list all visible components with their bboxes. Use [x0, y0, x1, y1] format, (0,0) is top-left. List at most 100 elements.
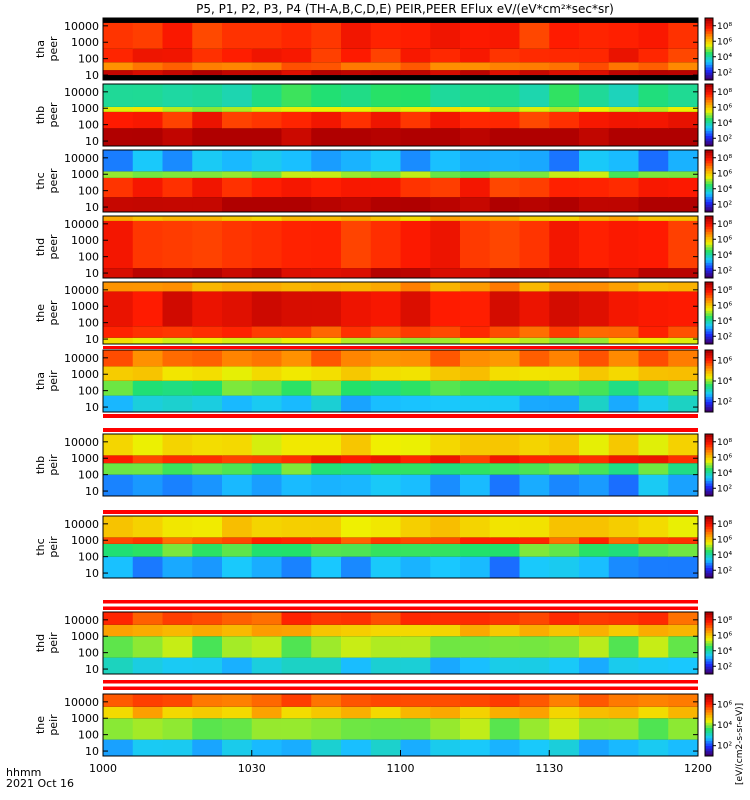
heatmap-cell	[400, 150, 431, 172]
colorbar-thd-peir: 10² 10⁴ 10⁶ 10⁸	[704, 611, 732, 675]
heatmap-cell	[400, 216, 431, 221]
y-tick-label: 10000	[64, 86, 99, 99]
colorbar-swatch	[705, 462, 713, 466]
heatmap-cell	[489, 636, 520, 658]
heatmap-cell	[460, 537, 491, 544]
heatmap-cell	[608, 718, 639, 740]
heatmap-cell	[162, 543, 193, 557]
heatmap-cell	[192, 718, 223, 740]
heatmap-cell	[370, 706, 401, 719]
heatmap-cell	[460, 177, 491, 198]
x-tick-label: 1030	[238, 762, 266, 775]
heatmap-cell	[430, 657, 461, 674]
heatmap-cell	[460, 197, 491, 212]
y-tick-label: 1000	[71, 630, 99, 643]
heatmap-cell	[489, 150, 520, 172]
heatmap-cell	[132, 326, 163, 338]
panel-species-label: peer	[47, 234, 60, 260]
heatmap-cell	[608, 150, 639, 172]
heatmap-cell	[132, 537, 163, 544]
heatmap-cell	[222, 350, 253, 367]
colorbar-swatch	[705, 96, 713, 100]
heatmap-cell	[608, 543, 639, 557]
y-tick-label: 10	[85, 267, 99, 280]
colorbar-swatch	[705, 320, 713, 324]
heatmap-cell	[251, 657, 282, 674]
heatmap-cell	[341, 111, 372, 129]
colorbar-thc-peir: 10² 10⁴ 10⁶ 10⁸	[704, 515, 732, 579]
heatmap-cell	[460, 474, 491, 496]
heatmap-cell	[132, 624, 163, 637]
colorbar-tick-label: 10⁸	[717, 88, 732, 98]
heatmap-cell	[370, 463, 401, 475]
heatmap-cell	[251, 718, 282, 740]
heatmap-cell	[608, 537, 639, 544]
colorbar-swatch	[705, 737, 713, 741]
heatmap-cell	[311, 197, 342, 212]
heatmap-cell	[103, 718, 134, 740]
heatmap-cell	[638, 395, 669, 412]
heatmap-cell	[132, 434, 163, 456]
colorbar-swatch	[705, 127, 713, 131]
heatmap-cell	[430, 177, 461, 198]
heatmap-cell	[192, 150, 223, 172]
panel-thb-peir: 10 100 1000 10000 thb peir 10² 10⁴ 10⁶ 10⁸	[34, 433, 732, 498]
heatmap-cell	[489, 62, 520, 71]
heatmap-cell	[311, 268, 342, 278]
heatmap-cell	[519, 171, 550, 178]
heatmap-cell	[192, 366, 223, 381]
colorbar-swatch	[705, 125, 713, 129]
colorbar-swatch	[705, 231, 713, 235]
heatmap-cell	[638, 624, 669, 637]
heatmap-cell	[281, 282, 312, 292]
heatmap-cell	[579, 474, 610, 496]
heatmap-cell	[251, 171, 282, 178]
heatmap-cell	[579, 177, 610, 198]
heatmap-cell	[281, 220, 312, 269]
heatmap-cell	[549, 657, 580, 674]
colorbar-swatch	[705, 630, 713, 634]
panel-thc-peir-frame	[102, 515, 699, 579]
colorbar-swatch	[705, 143, 713, 147]
colorbar-swatch	[705, 72, 713, 76]
heatmap-cell	[638, 543, 669, 557]
heatmap-cell	[668, 463, 699, 475]
heatmap-cell	[608, 337, 639, 344]
colorbar-swatch	[705, 162, 713, 166]
heatmap-cell	[579, 434, 610, 456]
heatmap-cell	[192, 177, 223, 198]
heatmap-cell	[222, 612, 253, 625]
heatmap-cell	[370, 434, 401, 456]
heatmap-cell	[638, 216, 669, 221]
y-tick-label: 10000	[64, 152, 99, 165]
panel-species-label: peer	[47, 102, 60, 128]
colorbar-swatch	[705, 399, 713, 403]
heatmap-cell	[489, 106, 520, 112]
heatmap-cell	[103, 326, 134, 338]
heatmap-cell	[489, 326, 520, 338]
heatmap-cell	[341, 22, 372, 49]
heatmap-cell	[162, 739, 193, 756]
heatmap-cell	[370, 455, 401, 464]
colorbar-swatch	[705, 241, 713, 245]
colorbar-swatch	[705, 521, 713, 525]
heatmap-cell	[281, 62, 312, 71]
colorbar-swatch	[705, 465, 713, 468]
heatmap-cell	[281, 739, 312, 756]
heatmap-cell	[430, 282, 461, 292]
heatmap-cell	[579, 516, 610, 538]
colorbar-swatch	[705, 89, 713, 93]
colorbar-tick-label: 10²	[717, 484, 732, 494]
heatmap-cell	[222, 434, 253, 456]
colorbar-swatch	[705, 373, 713, 377]
heatmap-cell	[549, 718, 580, 740]
heatmap-cell	[103, 657, 134, 674]
colorbar-swatch	[705, 612, 713, 615]
flag-bar	[103, 346, 698, 349]
heatmap-cell	[579, 380, 610, 396]
heatmap-cell	[430, 718, 461, 740]
heatmap-cell	[192, 22, 223, 49]
flag-bar-stripe	[103, 603, 698, 607]
heatmap-cell	[192, 739, 223, 756]
